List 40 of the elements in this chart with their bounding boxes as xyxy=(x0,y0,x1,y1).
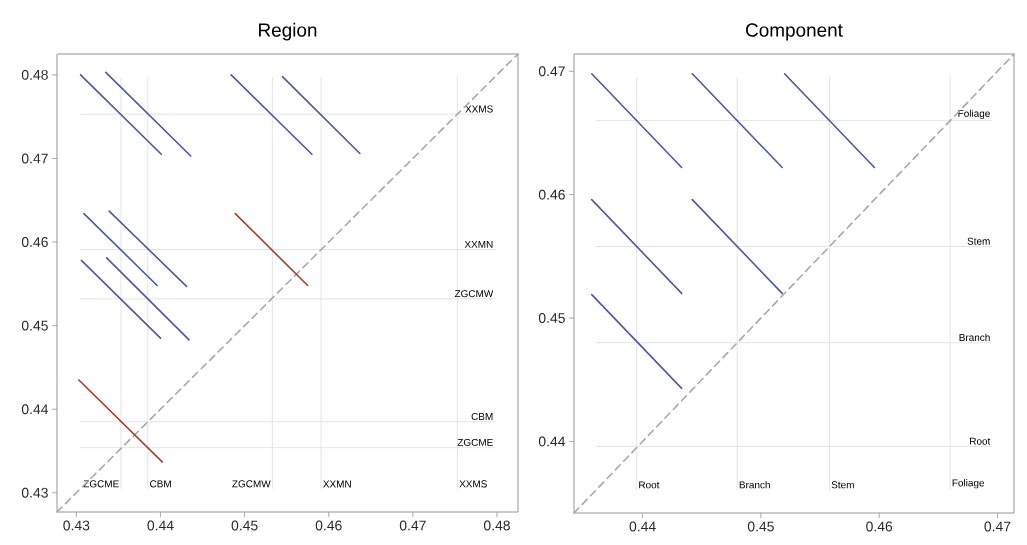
y-tick-label: 0.46 xyxy=(21,237,48,247)
x-tick-label: 0.43 xyxy=(63,520,90,531)
ref-line-label: ZGCMW xyxy=(454,290,494,298)
ref-line-label: XXMN xyxy=(464,241,493,248)
ref-line-label: ZGCMW xyxy=(232,480,271,488)
x-tick-label: 0.45 xyxy=(747,521,774,532)
y-tick-label: 0.44 xyxy=(21,404,49,415)
ref-line-label: Stem xyxy=(967,237,990,245)
ref-line-label: Branch xyxy=(959,333,990,342)
ref-line-label: XXMS xyxy=(465,105,493,113)
ref-line-label: Foliage xyxy=(952,479,985,489)
ref-line-label: Branch xyxy=(739,481,770,489)
y-tick-label: 0.45 xyxy=(538,313,565,323)
y-tick-label: 0.44 xyxy=(538,436,566,447)
ref-line-label: ZGCME xyxy=(83,480,119,488)
ref-line-label: Stem xyxy=(831,481,854,489)
x-tick-label: 0.46 xyxy=(315,520,342,531)
ref-line-label: XXMN xyxy=(323,480,351,488)
x-tick-label: 0.46 xyxy=(866,521,893,532)
x-tick-label: 0.48 xyxy=(483,520,510,531)
x-tick-label: 0.47 xyxy=(399,520,426,531)
y-tick-label: 0.43 xyxy=(21,487,48,498)
ref-line-label: Root xyxy=(639,481,660,489)
ref-line-label: Foliage xyxy=(958,109,990,119)
x-tick-label: 0.44 xyxy=(629,521,656,532)
x-tick-label: 0.45 xyxy=(231,520,258,531)
chart-title: Region xyxy=(259,22,317,41)
y-tick-label: 0.47 xyxy=(538,66,565,77)
ref-line-label: CBM xyxy=(150,480,171,488)
ref-line-label: ZGCME xyxy=(457,438,493,446)
ref-line-label: Root xyxy=(970,437,991,445)
ref-line-label: XXMS xyxy=(459,480,487,488)
x-tick-label: 0.44 xyxy=(147,520,174,531)
y-tick-label: 0.48 xyxy=(21,69,48,80)
ref-line-label: CBM xyxy=(471,412,493,421)
y-tick-label: 0.45 xyxy=(21,320,48,331)
x-tick-label: 0.47 xyxy=(984,521,1011,532)
y-tick-label: 0.47 xyxy=(21,153,48,164)
y-tick-label: 0.46 xyxy=(538,189,565,200)
chart-title: Component xyxy=(746,23,843,41)
